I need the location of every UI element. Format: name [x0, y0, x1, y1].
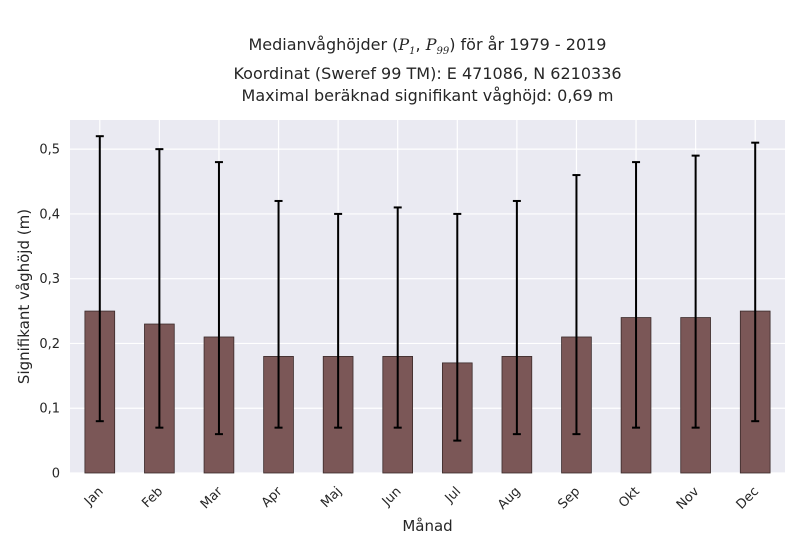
error-bar-okt: [632, 161, 641, 429]
error-bar-jul: [453, 212, 462, 442]
x-tick-label-sep: Sep: [555, 484, 583, 512]
error-bar-feb: [155, 148, 164, 429]
title-separator: ,: [415, 35, 426, 54]
y-tick-label: 0: [52, 467, 60, 482]
title-p1-letter: P: [398, 35, 410, 54]
error-bar-maj: [334, 212, 343, 429]
title-line-2: Koordinat (Sweref 99 TM): E 471086, N 62…: [233, 64, 622, 84]
title-p99: P99: [425, 35, 450, 58]
x-tick-label-apr: Apr: [259, 484, 286, 511]
error-bar-apr: [274, 199, 283, 429]
error-bar-jan: [95, 135, 104, 423]
x-tick-label-aug: Aug: [495, 484, 524, 513]
x-tick-label-okt: Okt: [616, 484, 643, 511]
title-line-1: Medianvåghöjder (P1, P99) för år 1979 - …: [70, 34, 785, 63]
y-tick-label: 0,1: [39, 402, 60, 417]
x-tick-label-jan: Jan: [81, 484, 106, 509]
title-p99-subscript: 99: [436, 46, 450, 58]
x-tick-labels: Jan Feb Mar Apr Maj Jun Jul Aug Sep Okt Nov Dec: [81, 484, 762, 513]
plot-area: [70, 120, 785, 473]
x-tick-label-maj: Maj: [318, 484, 345, 511]
x-tick-label-dec: Dec: [734, 484, 762, 512]
x-tick-label-nov: Nov: [674, 484, 703, 513]
error-bar-aug: [512, 199, 521, 436]
chart-title: Medianvåghöjder (P1, P99) för år 1979 - …: [70, 34, 785, 107]
x-tick-label-jun: Jun: [379, 484, 405, 510]
x-tick-label-feb: Feb: [139, 484, 166, 511]
y-axis-label: Signifikant våghöjd (m): [15, 209, 33, 384]
x-tick-label-mar: Mar: [198, 484, 226, 512]
x-tick-label-jul: Jul: [442, 484, 464, 506]
title-line-3: Maximal beräknad signifikant våghöjd: 0,…: [241, 86, 614, 106]
error-bar-mar: [214, 161, 223, 436]
title-p1-subscript: 1: [409, 46, 416, 58]
x-axis-label: Månad: [402, 517, 452, 535]
title-p99-letter: P: [425, 35, 437, 54]
y-tick-label: 0,4: [39, 207, 60, 222]
y-tick-label: 0,2: [39, 337, 60, 352]
error-bar-sep: [572, 174, 581, 436]
y-tick-label: 0,3: [39, 272, 60, 287]
y-tick-label: 0,5: [39, 143, 60, 158]
error-bar-nov: [691, 154, 700, 429]
title-line-1-suffix: ) för år 1979 - 2019: [449, 35, 607, 54]
error-bar-jun: [393, 206, 402, 429]
error-bar-dec: [751, 141, 760, 423]
error-bars: [95, 135, 760, 442]
y-tick-labels: 0 0,1 0,2 0,3 0,4 0,5: [39, 143, 60, 482]
title-line-1-prefix: Medianvåghöjder (: [248, 35, 399, 54]
title-p1: P1: [398, 35, 416, 58]
